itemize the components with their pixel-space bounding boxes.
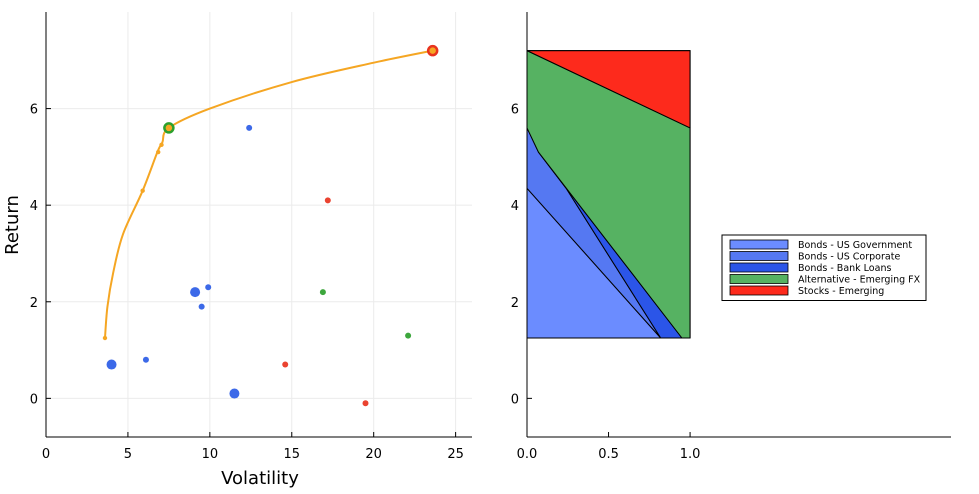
x-tick-label: 20 [365, 447, 382, 462]
optimal-portfolio-point [163, 122, 175, 134]
left-scatter-panel: 0 5 10 15 20 25 0 2 4 6 Volatility Return [2, 12, 472, 489]
asset-point [198, 303, 205, 310]
y-tick-label: 4 [30, 199, 38, 214]
frontier-marker [140, 188, 145, 193]
legend-label: Bonds - US Corporate [798, 252, 900, 263]
left-axes [45, 12, 472, 438]
x-tick-label: 15 [283, 447, 300, 462]
asset-point [142, 356, 149, 363]
y-tick-label: 2 [30, 296, 38, 311]
asset-point [106, 359, 117, 370]
frontier-marker [156, 149, 161, 155]
left-tick-labels: 0 5 10 15 20 25 0 2 4 6 [30, 103, 464, 462]
x-tick-label: 0.5 [598, 447, 619, 462]
legend-swatch [729, 285, 789, 296]
allocation-areas [526, 50, 691, 339]
asset-point [205, 284, 212, 291]
left-grid [45, 12, 472, 437]
asset-points [106, 44, 439, 407]
frontier-marker [159, 142, 164, 148]
y-tick-label: 0 [511, 392, 519, 407]
y-tick-label: 6 [30, 103, 38, 118]
legend-swatch [729, 262, 789, 273]
y-tick-label: 6 [511, 103, 519, 118]
legend-swatch [729, 239, 789, 250]
legend-label: Stocks - Emerging [798, 286, 884, 297]
asset-point [282, 361, 289, 368]
legend-swatch [729, 274, 789, 284]
right-tick-labels: 0.0 0.5 1.0 0 2 4 6 [511, 103, 701, 462]
optimal-portfolio-point [426, 44, 439, 57]
asset-point [190, 287, 201, 298]
legend-label: Alternative - Emerging FX [798, 275, 921, 286]
area-frame [526, 50, 691, 339]
x-tick-label: 1.0 [680, 447, 701, 462]
efficient-frontier [102, 49, 433, 341]
y-axis-title: Return [2, 195, 23, 255]
asset-point [319, 289, 326, 296]
x-tick-label: 25 [447, 447, 464, 462]
x-tick-label: 0.0 [517, 447, 538, 462]
legend-label: Bonds - Bank Loans [798, 263, 891, 274]
x-tick-label: 10 [202, 447, 219, 462]
y-tick-label: 4 [511, 199, 519, 214]
frontier-line [103, 49, 433, 339]
x-axis-title: Volatility [221, 468, 299, 489]
asset-point [229, 388, 240, 399]
asset-point [405, 332, 412, 339]
asset-point [246, 124, 253, 131]
legend-swatch [729, 251, 789, 261]
frontier-marker [102, 335, 108, 341]
x-tick-label: 5 [124, 447, 132, 462]
asset-point [362, 400, 369, 407]
x-tick-label: 0 [42, 447, 50, 462]
asset-point [324, 197, 331, 204]
legend-label: Bonds - US Government [798, 240, 912, 251]
y-tick-label: 2 [511, 296, 519, 311]
y-tick-label: 0 [30, 392, 38, 407]
